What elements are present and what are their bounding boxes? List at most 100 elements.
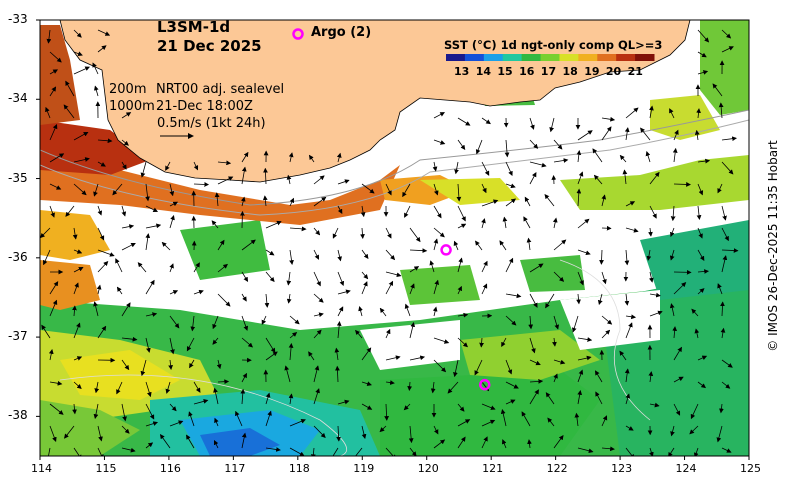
- current-arrow: [193, 399, 209, 405]
- current-arrow: [594, 370, 603, 383]
- current-arrow: [433, 227, 445, 238]
- current-arrow: [625, 322, 633, 339]
- current-arrow: [262, 195, 268, 207]
- lon-tick-label: 115: [95, 462, 117, 475]
- lon-tick-label: 125: [740, 462, 761, 475]
- current-arrow: [409, 447, 417, 456]
- current-arrow: [619, 350, 627, 361]
- current-arrow: [696, 205, 702, 220]
- current-arrow: [553, 139, 563, 150]
- current-arrow: [241, 315, 249, 331]
- current-arrow: [73, 66, 90, 75]
- current-arrow: [337, 205, 343, 214]
- current-arrow: [385, 280, 394, 295]
- argo-legend-marker: [292, 28, 304, 40]
- current-arrow: [433, 359, 447, 373]
- plot-frame: [39, 19, 750, 457]
- current-arrow: [501, 439, 507, 449]
- current-arrow: [337, 271, 345, 287]
- current-arrow: [433, 279, 440, 295]
- current-arrow: [718, 102, 724, 119]
- current-arrow: [577, 249, 591, 256]
- current-arrow: [385, 447, 397, 456]
- current-arrow: [601, 126, 612, 141]
- current-arrow: [145, 279, 155, 295]
- current-arrow: [601, 271, 607, 285]
- current-arrow: [379, 307, 387, 317]
- current-arrow: [193, 161, 199, 171]
- current-arrow: [619, 154, 627, 163]
- current-arrow: [360, 227, 365, 239]
- current-arrow: [168, 359, 173, 371]
- current-arrow: [145, 223, 162, 229]
- argo-float-marker: [478, 378, 491, 391]
- current-arrow: [193, 381, 201, 393]
- current-arrow: [73, 282, 79, 295]
- current-arrow: [334, 347, 340, 361]
- current-arrow: [547, 417, 555, 427]
- current-arrow: [145, 205, 159, 212]
- current-arrow: [697, 51, 707, 58]
- current-arrow: [217, 239, 225, 251]
- current-arrow: [649, 105, 654, 119]
- current-arrow: [673, 129, 679, 141]
- current-arrow: [697, 249, 705, 262]
- current-arrow: [577, 130, 593, 141]
- current-arrow: [145, 312, 158, 317]
- current-arrow: [721, 136, 737, 142]
- current-arrow: [481, 403, 496, 410]
- current-arrow: [97, 227, 105, 241]
- colorbar-swatch: [502, 54, 523, 61]
- current-arrow: [646, 249, 652, 261]
- current-arrow: [289, 249, 294, 265]
- current-arrow: [577, 355, 592, 361]
- current-arrow: [624, 293, 630, 306]
- current-arrow: [523, 216, 531, 229]
- current-arrow: [404, 303, 411, 317]
- current-arrow: [337, 249, 342, 262]
- sst-field: [40, 20, 749, 456]
- colorbar-tick-label: 13: [454, 65, 470, 78]
- current-arrow: [601, 194, 607, 207]
- current-arrow: [505, 183, 516, 189]
- current-arrow: [97, 45, 107, 53]
- current-arrow: [121, 161, 127, 170]
- current-arrow: [313, 175, 325, 185]
- current-arrow: [169, 315, 180, 329]
- current-arrow: [241, 372, 247, 383]
- current-arrow: [335, 365, 340, 383]
- current-arrow: [719, 403, 724, 414]
- current-arrow: [265, 271, 275, 283]
- current-arrow: [384, 403, 389, 421]
- current-arrow: [385, 271, 402, 278]
- current-arrow: [529, 117, 535, 130]
- lon-tick-label: 120: [417, 462, 439, 475]
- current-arrow: [186, 434, 195, 449]
- current-arrow: [240, 388, 246, 405]
- current-arrow: [385, 355, 401, 361]
- current-arrow: [310, 447, 316, 456]
- current-arrow: [385, 183, 392, 196]
- current-arrow: [549, 117, 555, 133]
- current-arrow: [529, 161, 547, 168]
- colorbar-swatch: [616, 54, 636, 61]
- current-arrow: [601, 116, 616, 122]
- current-arrow: [697, 381, 707, 389]
- current-arrow: [592, 148, 603, 163]
- current-arrow: [457, 139, 466, 150]
- current-arrow: [505, 161, 513, 177]
- current-arrow: [500, 408, 507, 427]
- current-arrow: [361, 347, 372, 361]
- current-arrow: [407, 381, 413, 391]
- current-arrow: [717, 283, 723, 295]
- current-arrow: [235, 410, 243, 427]
- current-arrow: [479, 337, 484, 348]
- current-arrow: [624, 249, 630, 266]
- current-arrow: [49, 380, 63, 386]
- current-arrow: [385, 380, 395, 385]
- colorbar-swatch: [597, 54, 617, 61]
- current-arrow: [140, 161, 147, 178]
- current-arrow: [552, 337, 557, 347]
- current-arrow: [49, 123, 58, 141]
- current-arrow: [49, 153, 65, 163]
